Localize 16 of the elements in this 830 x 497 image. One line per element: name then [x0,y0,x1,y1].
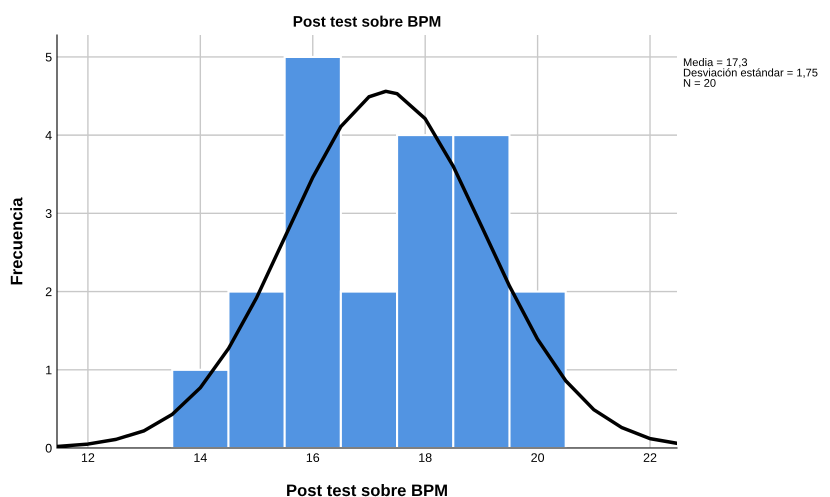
chart-title: Post test sobre BPM [294,16,440,27]
x-tick-label: 14 [194,453,207,462]
x-tick-label: 12 [82,453,94,462]
x-tick-label: 22 [644,453,656,462]
y-tick-label: 5 [46,52,52,62]
y-tick-label: 0 [46,444,52,453]
x-axis-title: Post test sobre BPM [287,484,447,496]
x-tick-label: 18 [419,453,432,462]
x-tick-label: 20 [531,453,544,462]
text: Media = 17,3 Desviación estándar = 1,75 N = 20 [684,58,818,87]
y-axis-title: Frecuencia [10,197,22,284]
y-tick-label: 4 [45,131,52,140]
y-tick-label: 2 [46,287,52,296]
y-tick-label: 1 [46,366,52,374]
y-tick-label: 3 [46,209,52,218]
x-tick-label: 16 [306,453,320,462]
